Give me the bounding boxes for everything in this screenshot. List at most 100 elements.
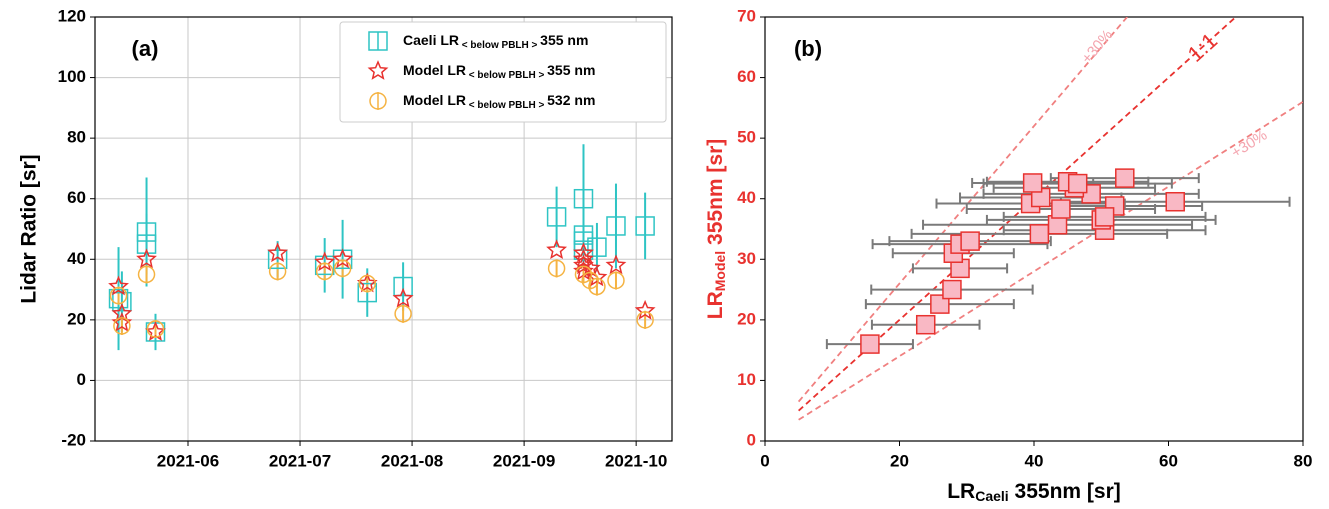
marker-circle [137, 265, 156, 284]
marker-square [546, 207, 567, 227]
marker-square [393, 276, 413, 297]
legend-text: Model LR [403, 62, 466, 78]
y-tick-label: 120 [58, 6, 86, 25]
marker-circle [333, 259, 352, 278]
legend-label: Caeli LR < below PBLH > 355 nm [403, 32, 588, 51]
marker-star [332, 248, 354, 269]
marker-star [108, 275, 129, 296]
marker-square [606, 216, 626, 236]
marker-square [1022, 173, 1043, 193]
y-tick-label: 60 [737, 67, 756, 86]
x-tick-label: 2021-08 [381, 451, 443, 470]
legend-subscript: < below PBLH > [466, 100, 547, 111]
y-tick-label: 10 [737, 370, 756, 389]
y-axis-label: Lidar Ratio [sr] [18, 154, 41, 303]
legend-text: 355 nm [547, 62, 595, 78]
x-tick-label: 20 [890, 451, 909, 470]
y-tick-label: 0 [747, 430, 756, 449]
marker-circle [268, 262, 287, 281]
y-tick-label: 0 [77, 370, 86, 389]
x-tick-label: 0 [760, 451, 769, 470]
marker-circle [394, 305, 412, 323]
x-tick-label: 60 [1159, 451, 1178, 470]
marker-square [960, 231, 980, 251]
reference-label: +30% [1228, 127, 1270, 162]
legend-text: 532 nm [547, 92, 595, 108]
marker-star [634, 299, 656, 320]
marker-square [1165, 191, 1185, 212]
panel-label: (a) [132, 36, 159, 61]
marker-star [546, 239, 568, 260]
y-tick-label: 40 [67, 249, 86, 268]
marker-square [573, 188, 594, 209]
legend-label: Model LR < below PBLH > 532 nm [403, 92, 595, 111]
marker-square [136, 222, 157, 242]
x-tick-label: 2021-10 [605, 451, 667, 470]
plot-frame [94, 16, 673, 442]
marker-square [1029, 224, 1050, 244]
marker-circle [607, 271, 625, 290]
y-axis-label: LRModel 355nm [sr] [704, 139, 728, 320]
marker-square [942, 279, 962, 300]
marker-star [605, 254, 627, 275]
y-axis-label-main: LR [704, 291, 727, 319]
marker-square [930, 294, 950, 314]
legend-text: Model LR [403, 92, 466, 108]
x-tick-label: 2021-09 [493, 451, 555, 470]
marker-star [145, 321, 166, 341]
x-tick-label: 40 [1025, 451, 1044, 470]
marker-circle [358, 274, 377, 293]
marker-star [111, 311, 133, 332]
marker-square [136, 234, 157, 254]
marker-square [635, 216, 655, 236]
marker-star [136, 248, 157, 269]
marker-circle [636, 311, 654, 329]
marker-square [915, 314, 936, 335]
y-tick-label: 30 [737, 249, 756, 268]
x-tick-label: 2021-07 [269, 451, 331, 470]
marker-circle [315, 262, 334, 281]
panel-label: (b) [794, 36, 822, 61]
x-tick-label: 80 [1294, 451, 1313, 470]
marker-square [1051, 199, 1071, 219]
y-tick-label: 100 [58, 67, 86, 86]
marker-circle [574, 265, 593, 284]
marker-circle [109, 286, 128, 305]
legend-subscript: < below PBLH > [466, 70, 547, 81]
marker-square [587, 237, 607, 257]
marker-square [357, 282, 378, 303]
y-tick-label: 40 [737, 188, 756, 207]
y-tick-label: 20 [67, 309, 86, 328]
reference-label: +30% [1078, 27, 1116, 68]
x-tick-label: 2021-06 [157, 451, 219, 470]
marker-square [108, 288, 129, 309]
marker-square [1067, 173, 1088, 194]
legend-subscript: < below PBLH > [459, 40, 540, 51]
x-axis-label-main: LR [947, 480, 975, 503]
x-axis-label-sub: Caeli [975, 488, 1008, 504]
marker-star [367, 60, 389, 80]
marker-circle [581, 271, 599, 290]
marker-square [267, 249, 288, 270]
marker-star [314, 251, 336, 272]
y-tick-label: 60 [67, 188, 86, 207]
marker-circle [146, 320, 165, 338]
y-tick-label: 50 [737, 128, 756, 147]
marker-square [1094, 207, 1115, 227]
marker-circle [588, 277, 606, 296]
marker-square [1115, 168, 1135, 188]
marker-star [392, 287, 414, 308]
x-axis-label-rest: 355nm [sr] [1009, 480, 1121, 503]
x-axis-label: LRCaeli 355nm [sr] [947, 480, 1121, 504]
legend-box [339, 21, 667, 123]
reference-line [798, 17, 1238, 412]
plot-frame [764, 16, 1304, 442]
y-tick-label: 20 [737, 309, 756, 328]
legend-text: Caeli LR [403, 32, 459, 48]
y-axis-label-sub: Model [712, 251, 728, 291]
marker-star [267, 242, 289, 263]
y-tick-label: 70 [737, 6, 756, 25]
marker-circle [547, 259, 566, 278]
marker-circle [113, 317, 131, 335]
